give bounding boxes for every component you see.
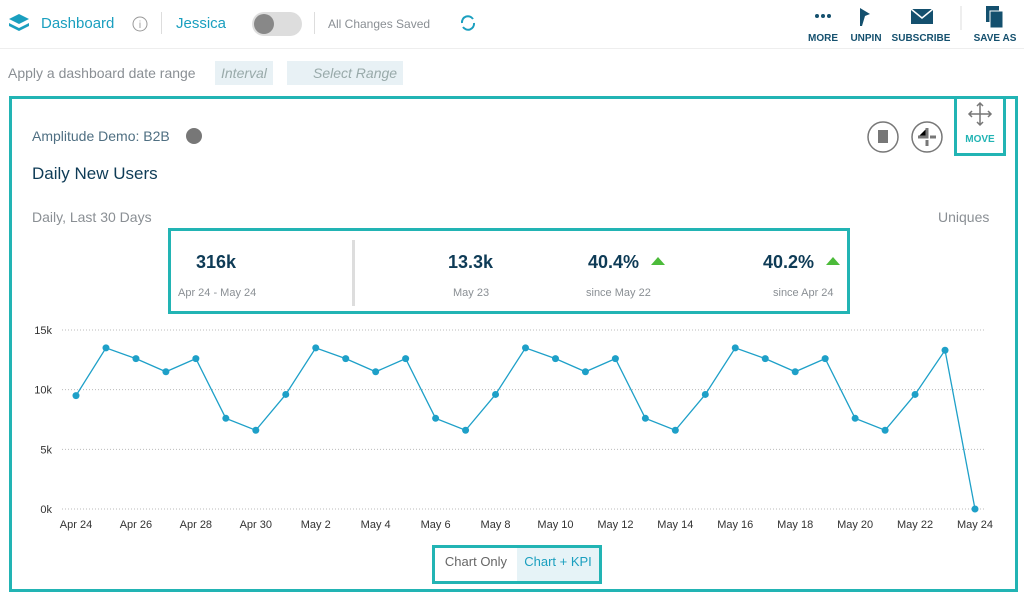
- kpi-divider: [352, 240, 355, 306]
- data-point: [851, 414, 859, 422]
- data-point: [791, 368, 799, 376]
- data-point: [462, 426, 470, 434]
- chart-subtitle: Daily, Last 30 Days: [32, 209, 152, 225]
- move-button[interactable]: MOVE: [954, 96, 1006, 156]
- data-point: [761, 355, 769, 363]
- chart-card: [9, 96, 1018, 592]
- x-tick-label: May 4: [361, 519, 391, 531]
- y-tick-label: 15k: [34, 325, 52, 337]
- kpi-value: 316k: [196, 252, 237, 272]
- chart-title[interactable]: Daily New Users: [32, 164, 158, 183]
- kpi-label: since May 22: [586, 287, 651, 299]
- divider: [314, 12, 315, 34]
- data-point: [162, 368, 170, 376]
- data-point: [282, 390, 290, 398]
- metric-label[interactable]: Uniques: [938, 209, 990, 225]
- data-point: [522, 344, 529, 352]
- data-point: [132, 355, 140, 363]
- action-more[interactable]: MORE: [808, 33, 838, 44]
- data-point: [372, 368, 380, 376]
- data-point: [222, 414, 230, 422]
- x-tick-label: Apr 24: [60, 519, 92, 531]
- info-icon[interactable]: i: [132, 16, 148, 32]
- y-tick-label: 10k: [34, 385, 52, 397]
- data-point: [312, 344, 320, 352]
- data-point: [731, 344, 739, 352]
- x-tick-label: May 20: [837, 519, 873, 531]
- data-point: [941, 346, 949, 354]
- x-tick-label: May 18: [777, 519, 813, 531]
- x-tick-label: May 16: [717, 519, 753, 531]
- action-icons: [815, 6, 1004, 30]
- kpi-label: since Apr 24: [773, 287, 834, 299]
- data-point: [72, 392, 80, 400]
- x-tick-label: May 12: [597, 519, 633, 531]
- refresh-icon[interactable]: [459, 14, 477, 32]
- view-toggle: Chart Only Chart + KPI: [432, 545, 602, 584]
- x-tick-label: May 2: [301, 519, 331, 531]
- divider: [161, 12, 162, 34]
- kpi-label: Apr 24 - May 24: [178, 287, 257, 299]
- kpi-value: 40.4%: [588, 252, 640, 272]
- svg-text:i: i: [139, 20, 141, 31]
- x-tick-label: May 8: [481, 519, 511, 531]
- x-tick-label: Apr 30: [240, 519, 272, 531]
- data-point: [641, 414, 649, 422]
- save-status: All Changes Saved: [328, 17, 431, 31]
- project-name[interactable]: Amplitude Demo: B2B: [32, 128, 170, 144]
- data-point: [192, 355, 200, 363]
- card-icons[interactable]: [866, 120, 946, 154]
- data-point: [881, 426, 889, 434]
- select-range-button[interactable]: Select Range: [287, 61, 404, 85]
- kpi-box: [168, 228, 850, 314]
- data-line: [75, 347, 976, 510]
- data-point: [701, 390, 709, 398]
- user-name[interactable]: Jessica: [176, 15, 227, 32]
- x-tick-label: May 24: [957, 519, 993, 531]
- data-point: [581, 368, 589, 376]
- data-point: [971, 505, 979, 513]
- y-tick-label: 0k: [40, 504, 52, 516]
- x-tick-label: May 6: [421, 519, 451, 531]
- kpi-label: May 23: [453, 287, 490, 299]
- move-label: MOVE: [965, 134, 995, 145]
- y-tick-label: 5k: [40, 444, 52, 456]
- data-point: [432, 414, 440, 422]
- x-tick-label: Apr 28: [180, 519, 212, 531]
- data-point: [911, 390, 919, 398]
- chart-only-button[interactable]: Chart Only: [444, 554, 508, 569]
- action-save-as[interactable]: SAVE AS: [973, 33, 1017, 44]
- chart-kpi-button[interactable]: Chart + KPI: [517, 548, 599, 581]
- interval-button[interactable]: Interval: [215, 61, 273, 85]
- dashboard-title[interactable]: Dashboard: [41, 15, 115, 32]
- action-unpin[interactable]: UNPIN: [850, 33, 882, 44]
- data-point: [492, 390, 500, 398]
- x-tick-label: May 10: [537, 519, 573, 531]
- data-point: [252, 426, 260, 434]
- kpi-value: 13.3k: [448, 252, 494, 272]
- date-range-label: Apply a dashboard date range: [8, 65, 196, 81]
- kpi-value: 40.2%: [763, 252, 815, 272]
- data-point: [611, 355, 619, 363]
- data-point: [342, 355, 350, 363]
- action-subscribe[interactable]: SUBSCRIBE: [891, 33, 951, 44]
- data-point: [102, 344, 110, 352]
- globe-icon: [186, 128, 202, 144]
- logo: [9, 14, 29, 31]
- data-point: [402, 355, 410, 363]
- data-point: [671, 426, 679, 434]
- data-point: [551, 355, 559, 363]
- data-point: [821, 355, 829, 363]
- x-tick-label: May 14: [657, 519, 693, 531]
- x-tick-label: May 22: [897, 519, 933, 531]
- toggle[interactable]: [252, 12, 302, 36]
- x-tick-label: Apr 26: [120, 519, 152, 531]
- top-bar: Dashboard i Jessica All Changes Saved MO…: [0, 0, 1024, 49]
